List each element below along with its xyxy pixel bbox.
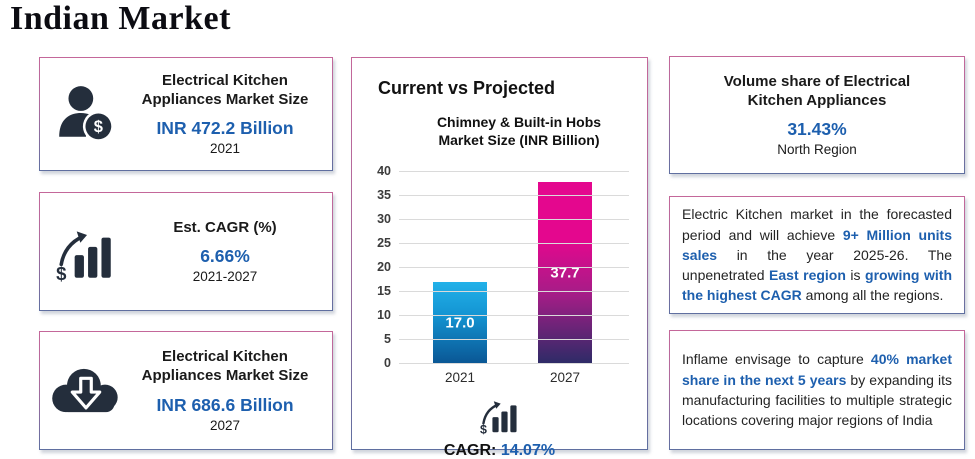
- y-tick-label: 0: [384, 356, 391, 371]
- highlighted-text: growing with the highest CAGR: [682, 267, 952, 304]
- gridline: [399, 363, 629, 365]
- growth-chart-small-icon: $: [477, 401, 523, 439]
- card-title-line: Est. CAGR (%): [173, 218, 277, 236]
- strategy-paragraph: Inflame envisage to capture 40% market s…: [682, 349, 952, 430]
- card-title: Electrical Kitchen Appliances Market Siz…: [132, 72, 318, 110]
- card-title-line: Electrical Kitchen: [162, 348, 288, 366]
- plain-text: Inflame envisage to capture: [682, 351, 871, 368]
- bar-value-label: 37.7: [550, 264, 580, 282]
- gridline: [399, 219, 629, 221]
- cagr-card: $ Est. CAGR (%) 6.66% 2021-2027: [39, 192, 333, 311]
- gridline: [399, 315, 629, 317]
- y-tick-label: 15: [377, 284, 391, 299]
- gridline: [399, 267, 629, 269]
- card-value: INR 686.6 Billion: [156, 394, 294, 415]
- svg-text:$: $: [94, 118, 103, 136]
- cagr-text: CAGR: 14.07%: [352, 442, 647, 459]
- y-tick-label: 5: [384, 332, 391, 347]
- plain-text: in the year 2025-26. The unpenetrated: [682, 246, 952, 284]
- bar-column-2027: 37.7 2027: [538, 171, 592, 385]
- forecast-text-card: Electric Kitchen market in the forecaste…: [669, 196, 965, 314]
- gridline: [399, 195, 629, 197]
- cagr-label: CAGR:: [443, 442, 497, 459]
- plain-text: Electric Kitchen market in the forecaste…: [682, 206, 952, 243]
- y-tick-label: 25: [377, 236, 391, 251]
- growth-chart-icon: $: [40, 222, 132, 282]
- x-axis-label: 2021: [444, 370, 476, 386]
- gridline: [399, 243, 629, 245]
- card-text: Electrical Kitchen Appliances Market Siz…: [132, 348, 332, 433]
- gridline: [399, 339, 629, 341]
- highlighted-text: East region: [769, 267, 846, 284]
- card-title: Est. CAGR (%): [132, 219, 318, 238]
- highlighted-text: 40% market share in the next 5 years: [682, 351, 953, 388]
- card-period: 2021: [209, 141, 241, 157]
- card-value: 31.43%: [787, 119, 847, 140]
- chart-plot: 17.0 2021 37.7 2027 0 5 10 15 20 25 30 35 40: [377, 164, 629, 385]
- chart-panel: Current vs Projected Chimney & Built-in …: [351, 57, 648, 459]
- strategy-text-card: Inflame envisage to capture 40% market s…: [669, 330, 965, 450]
- cagr-section: $ CAGR: 14.07%: [352, 395, 647, 459]
- y-tick-label: 40: [377, 164, 391, 179]
- card-title-line: Volume share of Electrical: [723, 72, 911, 90]
- plain-text: among all the regions.: [801, 287, 944, 304]
- forecast-paragraph: Electric Kitchen market in the forecaste…: [682, 204, 952, 305]
- chart-subtitle: Chimney & Built-in Hobs Market Size (INR…: [436, 114, 602, 149]
- market-size-2021-card: $ Electrical Kitchen Appliances Market S…: [39, 57, 333, 171]
- card-region: North Region: [777, 142, 857, 158]
- x-axis-label: 2027: [549, 370, 581, 386]
- card-text: Est. CAGR (%) 6.66% 2021-2027: [132, 219, 332, 285]
- bar-value-label: 17.0: [445, 314, 475, 332]
- bar-2027: 37.7: [538, 182, 592, 364]
- y-tick-label: 10: [377, 308, 391, 323]
- gridline: [399, 291, 629, 293]
- highlighted-text: 9+ Million units sales: [682, 226, 953, 263]
- card-title-line: Appliances Market Size: [141, 367, 309, 384]
- card-text: Electrical Kitchen Appliances Market Siz…: [132, 72, 332, 157]
- y-tick-label: 35: [377, 188, 391, 203]
- svg-text:$: $: [56, 262, 67, 281]
- card-title-line: Appliances Market Size: [141, 90, 309, 108]
- y-tick-label: 20: [377, 260, 391, 275]
- volume-share-card: Volume share of Electrical Kitchen Appli…: [669, 56, 965, 174]
- bar-column-2021: 17.0 2021: [433, 171, 487, 385]
- plain-text: is: [845, 267, 866, 284]
- bar-2021: 17.0: [433, 281, 487, 364]
- plain-text: by expanding its manufacturing facilitie…: [682, 371, 952, 429]
- page-title: Indian Market: [10, 0, 231, 37]
- cagr-value: 14.07%: [500, 442, 556, 459]
- market-size-2027-card: Electrical Kitchen Appliances Market Siz…: [39, 331, 333, 450]
- card-title: Electrical Kitchen Appliances Market Siz…: [132, 348, 318, 386]
- user-dollar-icon: $: [40, 81, 132, 147]
- card-title: Volume share of Electrical Kitchen Appli…: [724, 73, 910, 111]
- svg-text:$: $: [480, 423, 487, 435]
- card-period: 2021-2027: [192, 269, 258, 285]
- cloud-download-icon: [40, 363, 132, 419]
- chart-panel-title: Current vs Projected: [378, 78, 556, 98]
- gridline: [399, 171, 629, 173]
- y-tick-label: 30: [377, 212, 391, 227]
- card-title-line: Electrical Kitchen: [162, 71, 288, 89]
- card-value: INR 472.2 Billion: [156, 118, 294, 139]
- card-period: 2027: [209, 417, 241, 433]
- card-title-line: Kitchen Appliances: [747, 91, 887, 109]
- card-value: 6.66%: [200, 246, 250, 267]
